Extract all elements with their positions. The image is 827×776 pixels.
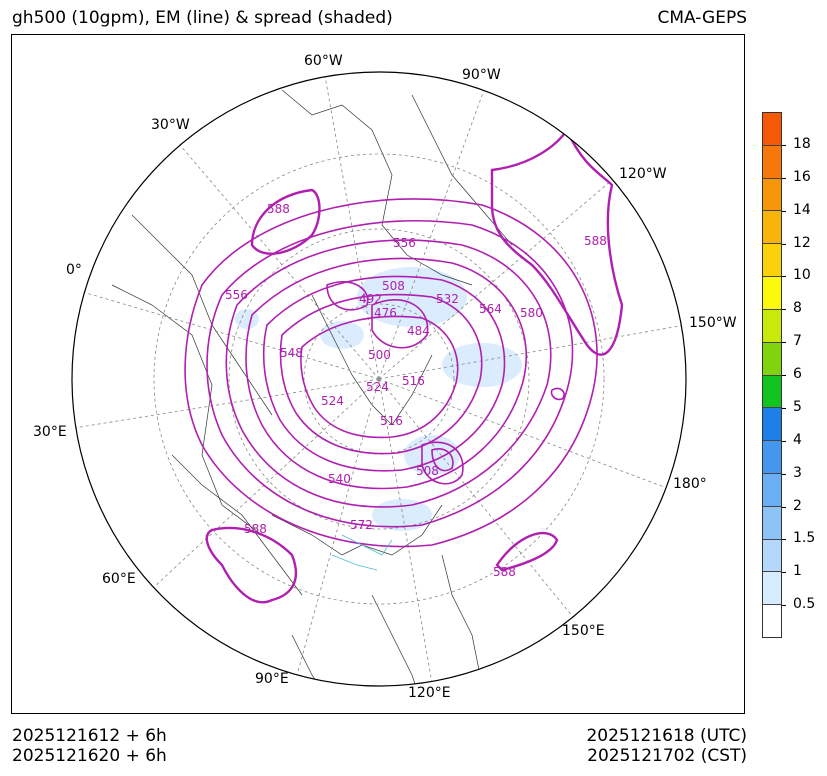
colorbar-tick-label: 4 xyxy=(793,431,802,448)
colorbar-tick xyxy=(782,309,786,311)
colorbar-tick xyxy=(782,473,786,475)
colorbar-tick-label: 5 xyxy=(793,398,802,415)
contour-label: 588 xyxy=(244,522,267,536)
colorbar-swatch xyxy=(763,571,781,605)
longitude-label: 90°E xyxy=(255,671,289,687)
colorbar-tick-label: 3 xyxy=(793,464,802,481)
colorbar-tick-label: 2 xyxy=(793,497,802,514)
colorbar-tick xyxy=(782,144,786,146)
colorbar-swatch xyxy=(763,341,781,375)
colorbar-tick xyxy=(782,572,786,574)
colorbar-tick-label: 1 xyxy=(793,563,802,580)
graticule xyxy=(73,75,686,684)
contour-label: 492 xyxy=(359,292,382,306)
contour-label: 532 xyxy=(436,292,459,306)
colorbar-swatch xyxy=(763,210,781,244)
map-frame: 588 556 556 508 532 564 580 588 492 476 … xyxy=(11,34,745,714)
valid-time-utc: 2025121618 (UTC) xyxy=(586,726,747,746)
longitude-label: 30°E xyxy=(33,424,67,440)
init-time-block: 2025121612 + 6h 2025121620 + 6h xyxy=(12,726,167,766)
colorbar-tick xyxy=(782,276,786,278)
contour-label: 540 xyxy=(328,472,351,486)
polar-map: 588 556 556 508 532 564 580 588 492 476 … xyxy=(33,53,737,701)
colorbar-tick-label: 18 xyxy=(793,135,811,152)
contour-label: 548 xyxy=(280,346,303,360)
colorbar-swatch xyxy=(763,276,781,309)
contour-label: 588 xyxy=(493,565,516,579)
valid-time-cst: 2025121702 (CST) xyxy=(587,746,747,766)
em-contours xyxy=(184,127,624,604)
colorbar-tick xyxy=(782,539,786,541)
contour-label: 564 xyxy=(479,302,502,316)
longitude-label: 60°W xyxy=(304,53,343,69)
contour-label: 508 xyxy=(416,464,439,478)
chart-title: gh500 (10gpm), EM (line) & spread (shade… xyxy=(12,8,393,28)
contour-label: 580 xyxy=(520,306,543,320)
colorbar-swatch xyxy=(763,243,781,277)
colorbar-tick xyxy=(782,605,786,607)
colorbar-tick xyxy=(782,440,786,442)
longitude-label: 150°E xyxy=(562,623,605,639)
contour-label: 556 xyxy=(393,236,416,250)
colorbar-tick-label: 8 xyxy=(793,300,802,317)
colorbar-tick xyxy=(782,243,786,245)
longitude-label: 60°E xyxy=(102,571,136,587)
colorbar-swatch xyxy=(763,144,781,178)
map-boundary xyxy=(71,71,687,687)
colorbar-tick-label: 7 xyxy=(793,333,802,350)
longitude-label: 120°W xyxy=(619,166,667,182)
contour-label: 476 xyxy=(374,306,397,320)
contour-label: 508 xyxy=(382,279,405,293)
longitude-label: 0° xyxy=(66,262,82,278)
contour-label: 516 xyxy=(380,414,403,428)
colorbar-swatch xyxy=(763,505,781,539)
colorbar-tick-label: 12 xyxy=(793,234,811,251)
colorbar-swatch xyxy=(763,374,781,408)
longitude-label: 150°W xyxy=(689,315,737,331)
contour-label: 484 xyxy=(407,324,430,338)
rivers xyxy=(331,534,393,571)
longitude-label: 30°W xyxy=(151,117,190,133)
colorbar-swatch xyxy=(763,113,781,145)
colorbar-swatch xyxy=(763,538,781,572)
colorbar-swatch xyxy=(763,604,781,637)
colorbar xyxy=(762,112,782,638)
colorbar-swatch xyxy=(763,407,781,441)
longitude-label: 180° xyxy=(673,476,707,492)
colorbar-swatch xyxy=(763,440,781,473)
colorbar-tick xyxy=(782,342,786,344)
longitude-label: 120°E xyxy=(408,685,451,701)
init-time-utc: 2025121612 + 6h xyxy=(12,726,167,746)
valid-time-block: 2025121618 (UTC) 2025121702 (CST) xyxy=(586,726,747,766)
colorbar-tick-label: 14 xyxy=(793,201,811,218)
colorbar-swatch xyxy=(763,308,781,342)
contour-label: 588 xyxy=(584,234,607,248)
colorbar-tick-label: 1.5 xyxy=(793,530,816,547)
contour-label: 572 xyxy=(350,518,373,532)
colorbar-tick xyxy=(782,177,786,179)
contour-label: 588 xyxy=(267,202,290,216)
colorbar-tick xyxy=(782,506,786,508)
colorbar-swatch xyxy=(763,177,781,211)
contour-label: 516 xyxy=(402,374,425,388)
model-name: CMA-GEPS xyxy=(657,8,747,28)
colorbar-tick xyxy=(782,375,786,376)
contour-label: 524 xyxy=(366,380,389,394)
colorbar-tick-label: 0.5 xyxy=(793,596,816,613)
colorbar-tick-label: 16 xyxy=(793,168,811,185)
contour-label: 556 xyxy=(225,288,248,302)
colorbar-tick xyxy=(782,210,786,212)
colorbar-swatch xyxy=(763,472,781,506)
longitude-label: 90°W xyxy=(462,67,501,83)
contour-label: 524 xyxy=(321,394,344,408)
colorbar-tick-label: 10 xyxy=(793,267,811,284)
colorbar-tick xyxy=(782,407,786,409)
init-time-cst: 2025121620 + 6h xyxy=(12,746,167,766)
colorbar-tick-label: 6 xyxy=(793,366,802,382)
contour-label: 500 xyxy=(368,348,391,362)
